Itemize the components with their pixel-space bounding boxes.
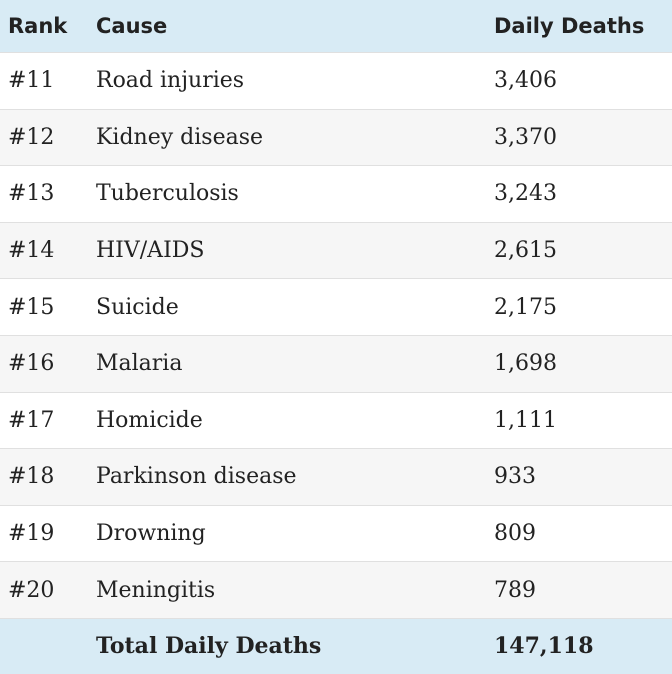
table-cell: Malaria [96, 351, 183, 377]
table-cell: 789 [494, 577, 536, 603]
footer-row: Total Daily Deaths 147,118 [0, 618, 672, 674]
table-cell: 1,111 [494, 407, 557, 433]
table-cell: #16 [8, 351, 55, 377]
table-cell: Drowning [96, 521, 206, 547]
header-cell: Cause [96, 14, 168, 38]
table-cell: #13 [8, 181, 55, 207]
header-cell: Daily Deaths [494, 14, 645, 38]
table-cell: #12 [8, 124, 55, 150]
table-cell: 3,243 [494, 181, 557, 207]
table-row: #13 Tuberculosis 3,243 [0, 166, 672, 223]
table-cell: #14 [8, 238, 55, 264]
table-row: #17 Homicide 1,111 [0, 393, 672, 450]
table-cell: Meningitis [96, 577, 216, 603]
table-cell: #18 [8, 464, 55, 490]
table-cell: Parkinson disease [96, 464, 297, 490]
header-cell: Rank [8, 14, 68, 38]
table-cell: #19 [8, 521, 55, 547]
table-row: #19 Drowning 809 [0, 506, 672, 563]
table-cell: Suicide [96, 294, 179, 320]
footer-label: Total Daily Deaths [96, 633, 322, 660]
table-cell: #11 [8, 68, 55, 94]
footer-value: 147,118 [494, 633, 594, 660]
table-cell: #20 [8, 577, 55, 603]
table-cell: Tuberculosis [96, 181, 239, 207]
table-cell: Road injuries [96, 68, 245, 94]
table-row: #12 Kidney disease 3,370 [0, 109, 672, 167]
table-cell: 3,406 [494, 68, 557, 94]
header-row: Rank Cause Daily Deaths [0, 0, 672, 53]
table-cell: 2,615 [494, 238, 557, 264]
table-cell: Homicide [96, 407, 203, 433]
table-cell: 1,698 [494, 351, 557, 377]
table-cell: 2,175 [494, 294, 557, 320]
table-row: #11 Road injuries 3,406 [0, 53, 672, 110]
table-cell: Kidney disease [96, 124, 264, 150]
table-row: #18 Parkinson disease 933 [0, 449, 672, 506]
table-row: #15 Suicide 2,175 [0, 279, 672, 336]
table-cell: 3,370 [494, 124, 557, 150]
table-cell: 933 [494, 464, 536, 490]
table-cell: #17 [8, 407, 55, 433]
table-cell: 809 [494, 521, 536, 547]
table-row: #16 Malaria 1,698 [0, 335, 672, 393]
table-cell: #15 [8, 294, 55, 320]
table-row: #20 Meningitis 789 [0, 562, 672, 619]
table-row: #14 HIV/AIDS 2,615 [0, 222, 672, 280]
table-cell: HIV/AIDS [96, 238, 205, 264]
